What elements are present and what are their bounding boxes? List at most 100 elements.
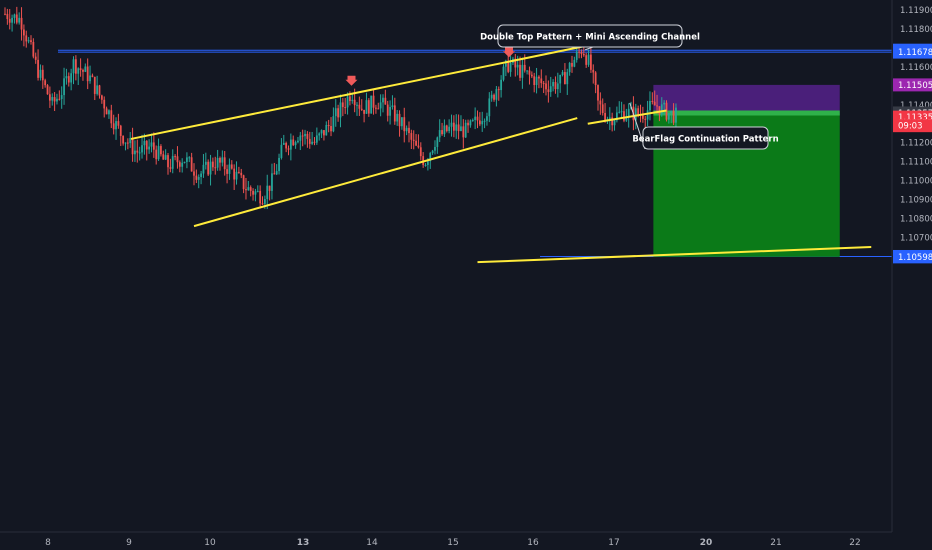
candle-body xyxy=(164,155,167,160)
trend-line[interactable] xyxy=(193,117,578,228)
candle-body xyxy=(344,107,347,109)
candle-body xyxy=(552,81,554,87)
candle-body xyxy=(365,100,368,114)
price-badge-label: 1.11678 xyxy=(898,48,932,58)
candle-body xyxy=(53,97,56,102)
position-tool[interactable] xyxy=(653,84,840,257)
candle-body xyxy=(96,85,99,94)
trend-line[interactable] xyxy=(130,45,586,140)
candle-body xyxy=(289,139,292,150)
candle-body xyxy=(401,117,403,127)
candle-body xyxy=(497,89,500,91)
candle-body xyxy=(667,113,670,120)
trend-line[interactable] xyxy=(477,246,872,264)
candle-body xyxy=(6,13,9,20)
candle-body xyxy=(469,120,472,126)
y-tick-label: 1.11200 xyxy=(900,139,932,149)
candle-body xyxy=(308,138,311,144)
candle-body xyxy=(233,168,236,180)
candle-body xyxy=(287,148,290,150)
candle-body xyxy=(396,113,399,122)
candle-body xyxy=(656,105,658,107)
x-tick-label: 9 xyxy=(126,538,132,548)
x-tick-label: 22 xyxy=(849,538,860,548)
down-arrow-icon xyxy=(345,75,358,86)
candle-body xyxy=(252,190,254,195)
x-tick-label: 15 xyxy=(447,538,458,548)
candle-body xyxy=(188,157,191,159)
candle-body xyxy=(100,95,103,100)
candle-body xyxy=(367,100,370,114)
candle-body xyxy=(219,157,221,163)
callout-box[interactable] xyxy=(497,24,683,48)
candle-body xyxy=(663,102,666,105)
price-badges: 1.116881.116781.115051.113571.1133509:03… xyxy=(893,43,932,264)
candle-body xyxy=(358,104,361,109)
candle-body xyxy=(419,147,422,157)
candle-body xyxy=(571,62,573,67)
candle-body xyxy=(209,161,212,175)
candle-body xyxy=(521,64,524,78)
candle-body xyxy=(67,76,70,83)
candle-body xyxy=(285,142,288,149)
candle-body xyxy=(46,85,49,95)
candle-body xyxy=(566,72,569,85)
candle-body xyxy=(278,157,280,172)
candle-body xyxy=(337,108,340,118)
candle-body xyxy=(587,54,590,65)
candle-body xyxy=(230,164,233,169)
candle-body xyxy=(93,76,96,94)
candle-body xyxy=(556,83,559,90)
candle-body xyxy=(438,130,441,138)
annotations[interactable]: Double Top Pattern + Mini Ascending Chan… xyxy=(480,24,779,150)
candle-body xyxy=(186,157,188,162)
candle-body xyxy=(299,135,302,141)
candle-body xyxy=(507,60,510,72)
trend-line[interactable] xyxy=(587,109,667,125)
candle-body xyxy=(117,121,120,126)
candle-body xyxy=(13,14,16,18)
candle-body xyxy=(34,56,37,60)
candle-body xyxy=(561,72,564,75)
candle-body xyxy=(528,70,531,75)
candle-body xyxy=(160,146,162,155)
candle-body xyxy=(500,79,503,91)
candle-body xyxy=(578,51,580,53)
stop-zone[interactable] xyxy=(653,84,840,113)
candle-body xyxy=(245,189,247,191)
candle-body xyxy=(207,161,210,175)
candle-body xyxy=(51,97,54,101)
candle-body xyxy=(474,116,477,120)
time-axis[interactable]: 8 9 10 13 14 15 16 17 20 21 22 xyxy=(45,538,861,548)
candle-body xyxy=(526,70,529,72)
candle-body xyxy=(129,138,132,144)
candle-body xyxy=(152,142,155,150)
candle-body xyxy=(74,59,77,74)
candle-body xyxy=(240,172,243,176)
candle-body xyxy=(143,140,146,146)
candle-body xyxy=(330,126,332,132)
candle-body xyxy=(30,40,32,43)
candle-body xyxy=(138,152,141,154)
x-tick-label: 13 xyxy=(297,538,310,548)
trend-lines[interactable] xyxy=(130,45,872,264)
candle-body xyxy=(223,157,226,170)
candle-body xyxy=(79,68,82,71)
callout-box[interactable] xyxy=(642,126,769,150)
candle-body xyxy=(356,104,358,106)
candle-body xyxy=(195,175,198,180)
candle-body xyxy=(592,69,595,73)
candle-body xyxy=(372,95,375,108)
callout-text: BearFlag Continuation Pattern xyxy=(632,135,778,145)
candle-body xyxy=(646,110,649,120)
y-tick-label: 1.11800 xyxy=(900,25,932,35)
candle-body xyxy=(389,106,391,116)
y-tick-label: 1.11000 xyxy=(900,177,932,187)
candle-body xyxy=(261,203,264,205)
candle-body xyxy=(641,115,644,119)
candle-body xyxy=(660,104,663,115)
candle-body xyxy=(564,72,566,85)
candle-body xyxy=(325,124,328,136)
candle-body xyxy=(112,123,115,130)
